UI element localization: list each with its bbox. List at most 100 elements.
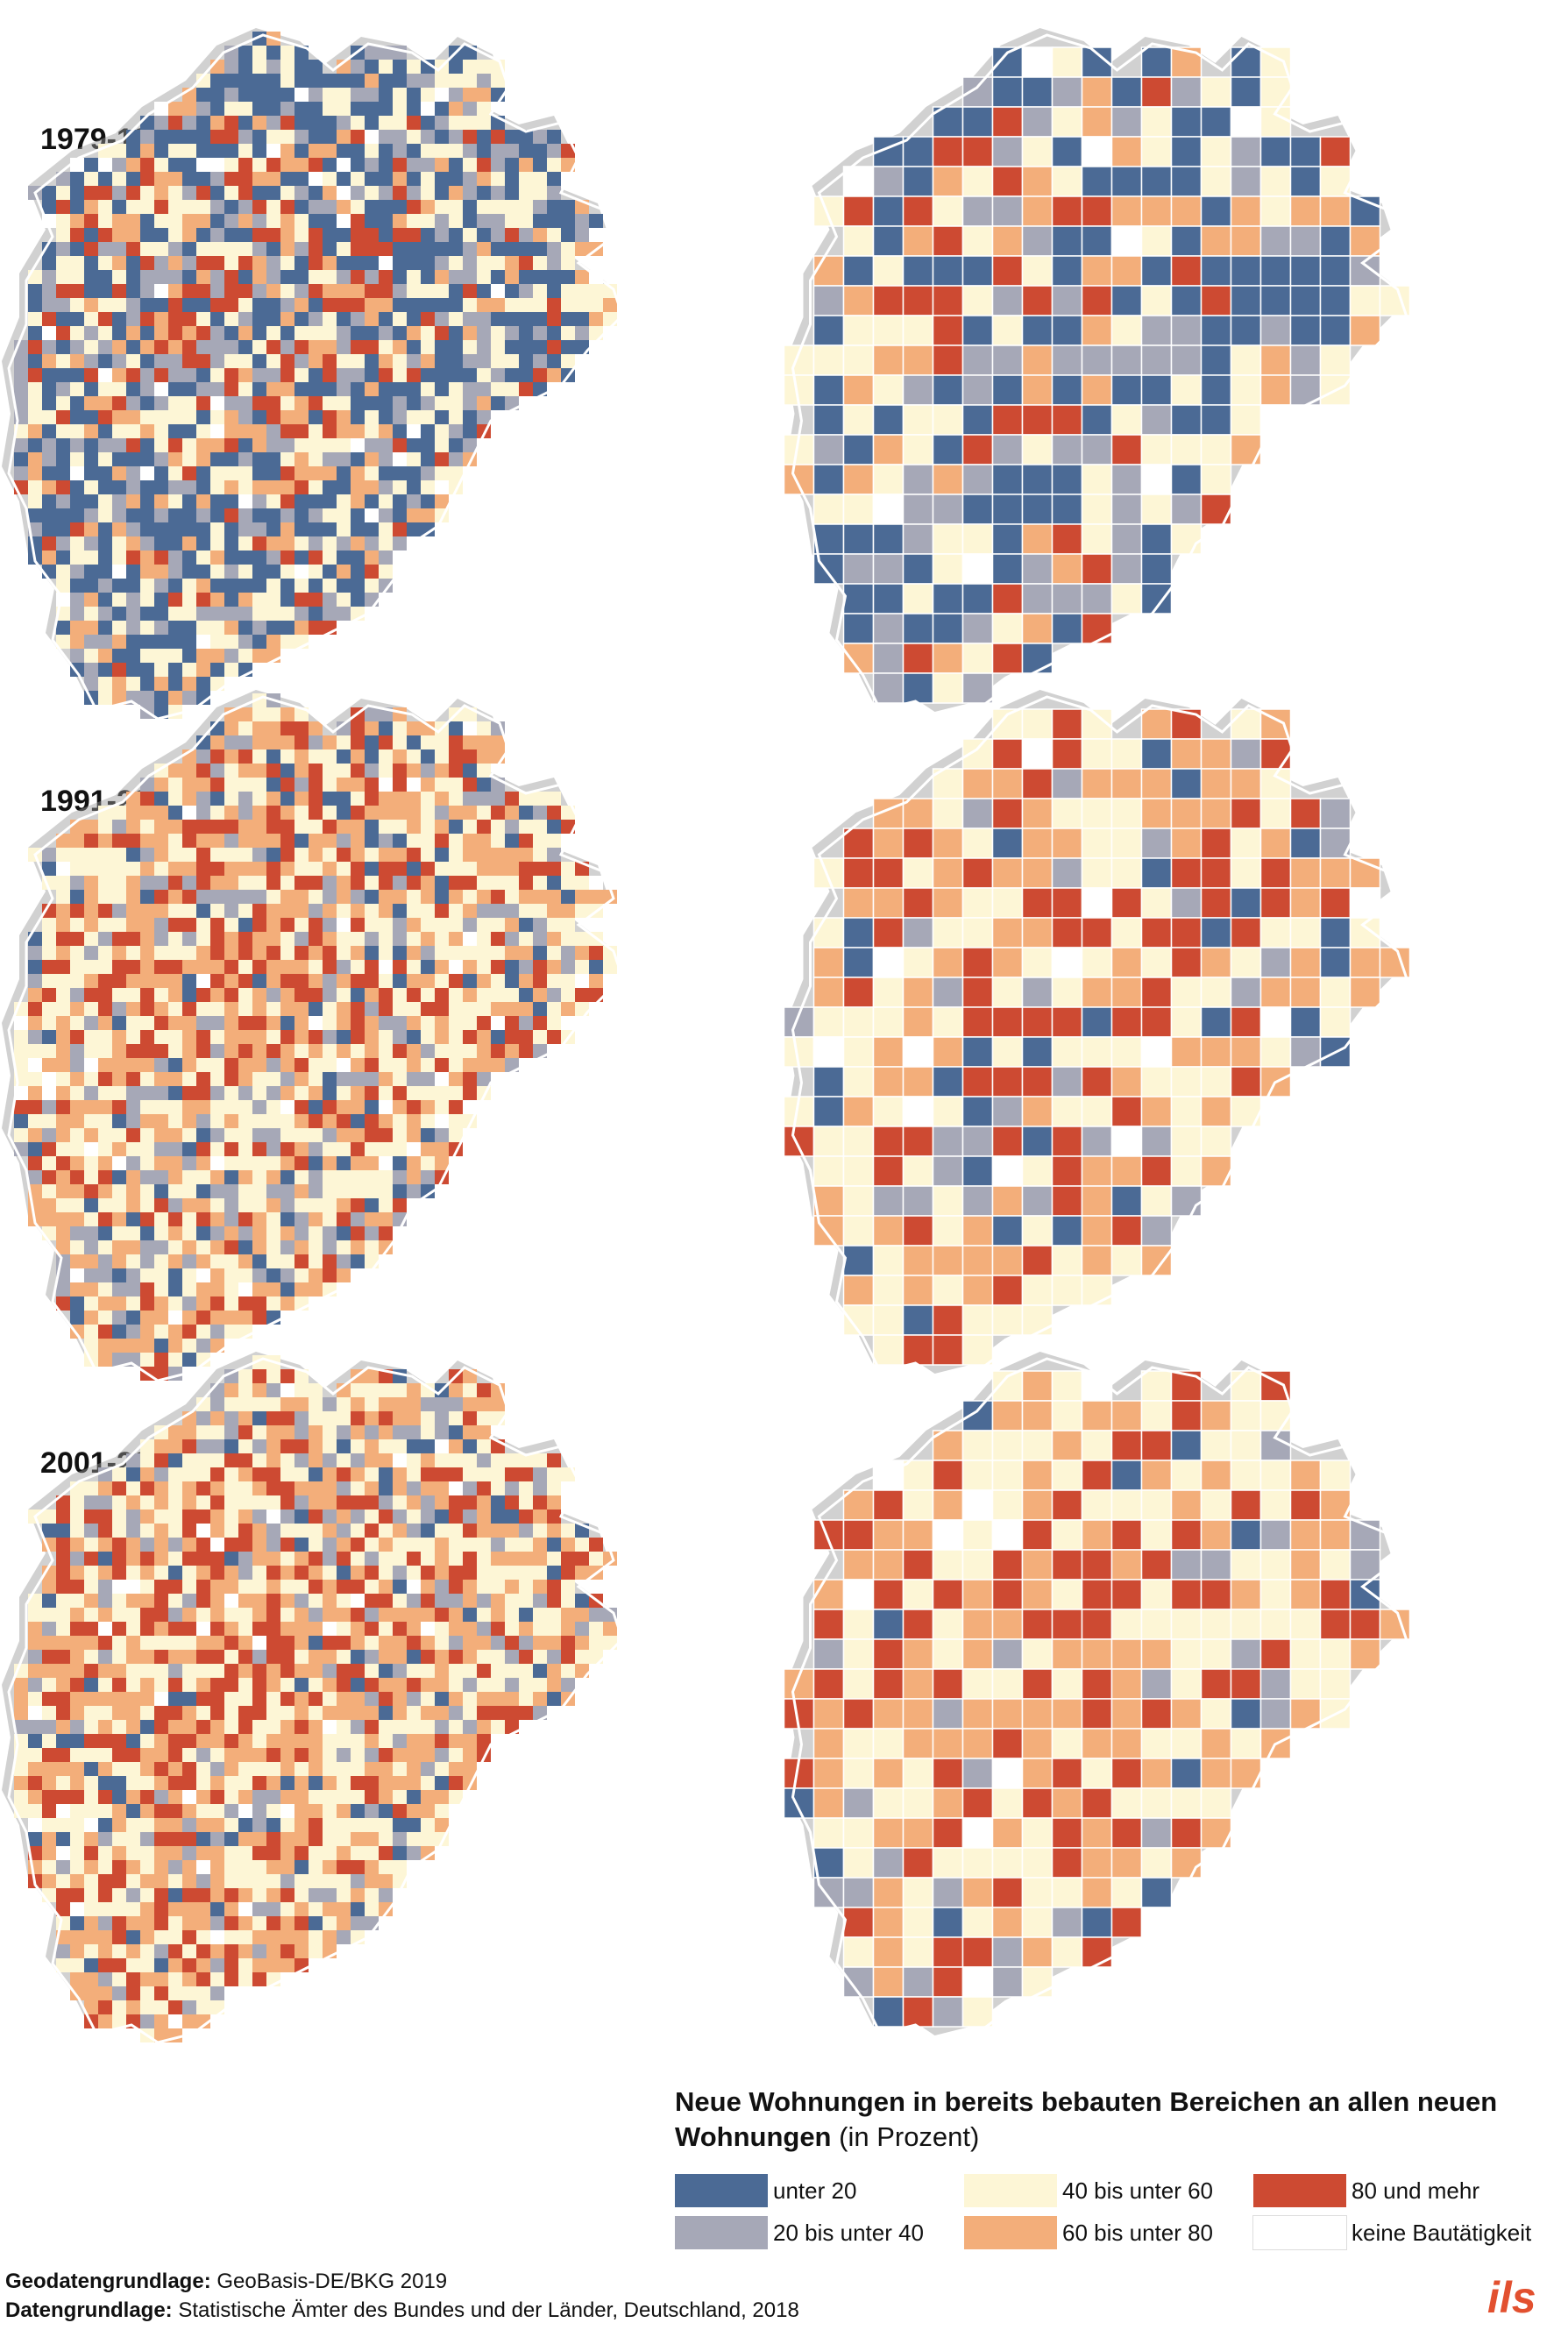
map-cell: [323, 228, 337, 242]
map-cell: [224, 1804, 238, 1818]
map-cell: [393, 1804, 407, 1818]
map-cell: [196, 1030, 210, 1044]
map-cell: [112, 1240, 126, 1254]
map-cell: [126, 635, 140, 649]
map-cell: [280, 1524, 294, 1538]
map-cell: [210, 1044, 224, 1058]
map-cell: [56, 1030, 70, 1044]
map-cell: [224, 621, 238, 635]
map-cell: [519, 1510, 533, 1524]
map-cell: [70, 862, 84, 876]
map-cell: [196, 1467, 210, 1481]
map-cell: [435, 1552, 449, 1566]
map-cell: [365, 1142, 379, 1156]
map-cell: [182, 186, 196, 200]
map-cell: [154, 1510, 168, 1524]
map-cell: [112, 522, 126, 536]
map-cell: [1081, 1460, 1113, 1491]
map-cell: [463, 368, 477, 382]
map-cell: [224, 186, 238, 200]
map-cell: [309, 820, 323, 834]
map-cell: [210, 1678, 224, 1692]
map-cell: [238, 1156, 252, 1170]
map-cell: [56, 452, 70, 466]
map-cell: [294, 1678, 309, 1692]
map-cell: [14, 1776, 28, 1790]
map-cell: [491, 1594, 505, 1608]
map-cell: [477, 721, 491, 735]
map-cell: [561, 284, 575, 298]
map-cell: [224, 890, 238, 904]
map-cell: [379, 368, 393, 382]
map-cell: [435, 1678, 449, 1692]
map-cell: [309, 144, 323, 158]
map-cell: [210, 820, 224, 834]
map-cell: [961, 887, 994, 919]
map-cell: [309, 1481, 323, 1495]
map-cell: [28, 1622, 42, 1636]
map-cell: [238, 214, 252, 228]
map-cell: [196, 1510, 210, 1524]
map-cell: [561, 1664, 575, 1678]
map-cell: [435, 298, 449, 312]
map-cell: [351, 735, 365, 749]
map-cell: [1110, 136, 1143, 167]
map-cell: [812, 1155, 845, 1187]
map-cell: [84, 536, 98, 551]
map-cell: [603, 946, 617, 960]
map-cell: [393, 340, 407, 354]
map-cell: [168, 904, 182, 918]
map-cell: [294, 1254, 309, 1268]
map-cell: [98, 1944, 112, 1958]
map-cell: [126, 960, 140, 974]
map-cell: [70, 621, 84, 635]
map-cell: [168, 1016, 182, 1030]
map-cell: [379, 862, 393, 876]
map-cell: [1081, 464, 1113, 495]
map-cell: [323, 1467, 337, 1481]
map-cell: [449, 1467, 463, 1481]
map-cell: [463, 1411, 477, 1425]
map-cell: [84, 424, 98, 438]
map-cell: [28, 974, 42, 988]
map-cell: [1170, 798, 1203, 829]
map-cell: [421, 88, 435, 102]
map-cell: [280, 270, 294, 284]
map-cell: [126, 200, 140, 214]
map-cell: [407, 214, 421, 228]
map-cell: [435, 834, 449, 848]
map-cell: [812, 977, 845, 1008]
map-cell: [393, 1860, 407, 1874]
map-cell: [351, 158, 365, 172]
map-cell: [98, 1002, 112, 1016]
map-cell: [351, 130, 365, 144]
map-cell: [1200, 434, 1232, 465]
map-cell: [154, 1524, 168, 1538]
map-cell: [449, 186, 463, 200]
map-cell: [519, 1467, 533, 1481]
map-cell: [379, 834, 393, 848]
map-cell: [547, 1552, 561, 1566]
map-cell: [477, 172, 491, 186]
map-cell: [42, 354, 56, 368]
map-cell: [519, 228, 533, 242]
map-cell: [1110, 106, 1143, 138]
map-cell: [1140, 255, 1173, 287]
map-cell: [991, 887, 1024, 919]
map-cell: [1170, 404, 1203, 436]
map-cell: [309, 522, 323, 536]
map-cell: [379, 792, 393, 806]
map-cell: [70, 410, 84, 424]
map-cell: [547, 368, 561, 382]
map-cell: [98, 1268, 112, 1282]
map-cell: [84, 1958, 98, 1972]
map-cell: [154, 1495, 168, 1510]
map-cell: [323, 1058, 337, 1072]
map-cell: [266, 1636, 280, 1650]
map-cell: [365, 890, 379, 904]
map-cell: [991, 1126, 1024, 1157]
map-cell: [421, 452, 435, 466]
map-cell: [224, 834, 238, 848]
map-cell: [56, 340, 70, 354]
map-cell: [280, 848, 294, 862]
